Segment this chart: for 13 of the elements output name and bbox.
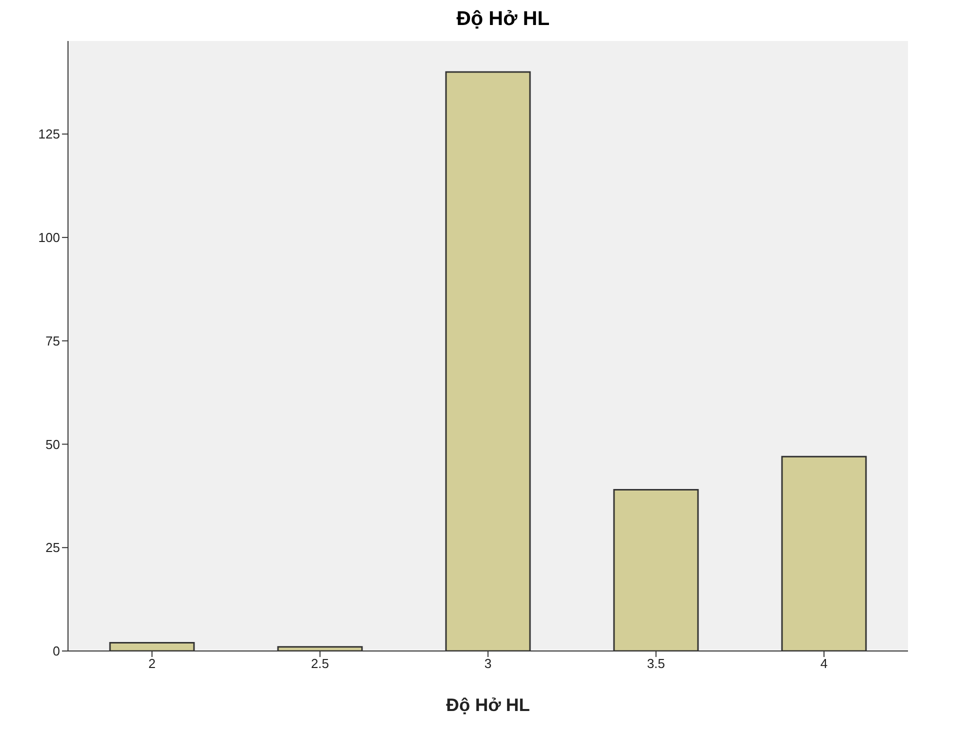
x-tick-label: 3.5 bbox=[646, 656, 666, 672]
x-tick-label: 2.5 bbox=[310, 656, 330, 672]
x-tick-label: 3 bbox=[484, 656, 492, 672]
y-tick-label: 125 bbox=[38, 126, 60, 142]
x-axis-title: Độ Hở HL bbox=[446, 695, 530, 715]
y-tick-label: 50 bbox=[46, 436, 60, 452]
chart-title: Độ Hở HL bbox=[455, 8, 551, 31]
y-tick-label: 0 bbox=[52, 644, 60, 659]
x-tick-label: 4 bbox=[820, 656, 828, 672]
x-tick-label: 2 bbox=[148, 656, 156, 672]
y-tick-label: 75 bbox=[46, 333, 60, 348]
y-tick-label: 100 bbox=[38, 230, 60, 246]
y-tick-label: 25 bbox=[46, 540, 60, 556]
